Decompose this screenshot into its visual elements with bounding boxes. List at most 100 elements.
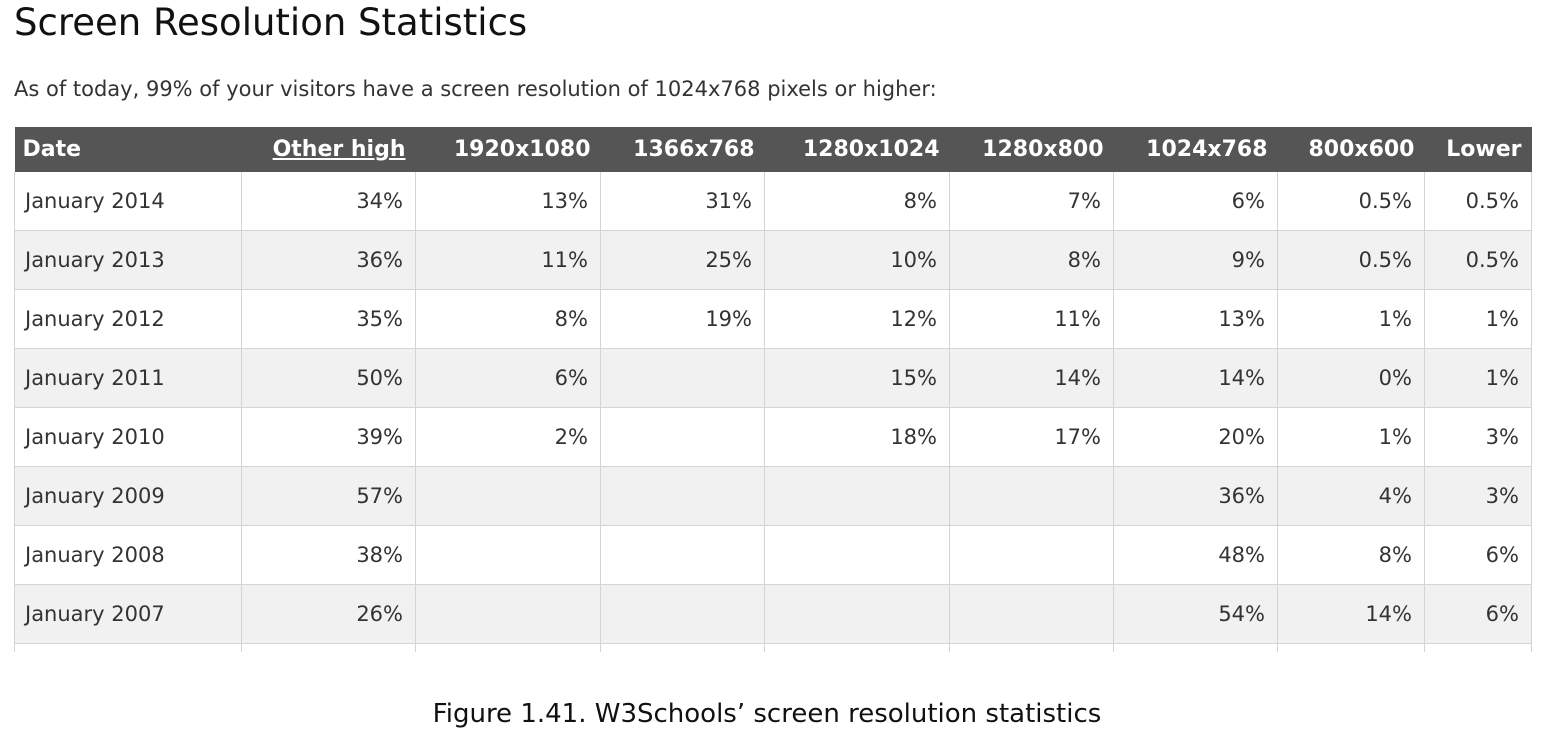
table-cell-value: 19% — [600, 289, 765, 349]
table-cell-value — [949, 584, 1114, 644]
table-cell-date: January 2014 — [14, 172, 242, 231]
header-date: Date — [14, 127, 242, 172]
table-cell-value: 39% — [241, 407, 416, 467]
table-cell-value: 35% — [241, 289, 416, 349]
table-cell-value — [415, 584, 601, 644]
table-row: January 2013 36% 11% 25% 10% 8% 9% 0.5% 0.5% — [14, 230, 1532, 290]
table-cell-date: January 2010 — [14, 407, 242, 467]
table-cell-value: 12% — [764, 289, 950, 349]
header-800x600: 800x600 — [1277, 127, 1425, 172]
table-cell-value: 1% — [1424, 348, 1532, 408]
table-cell-value: 4% — [1277, 466, 1425, 526]
table-cell-value — [600, 584, 765, 644]
table-cell — [949, 643, 1114, 652]
table-cell-value: 14% — [1113, 348, 1278, 408]
table-cell-value: 1% — [1424, 289, 1532, 349]
table-cell-value: 36% — [241, 230, 416, 290]
table-cell — [241, 643, 416, 652]
table-row: January 2012 35% 8% 19% 12% 11% 13% 1% 1% — [14, 289, 1532, 349]
table-cell-value: 2% — [415, 407, 601, 467]
header-other-high: Other high — [241, 127, 416, 172]
page-title: Screen Resolution Statistics — [14, 1, 528, 44]
other-high-link[interactable]: Other high — [272, 137, 406, 162]
table-row-cutoff — [14, 643, 1532, 652]
header-1920x1080: 1920x1080 — [415, 127, 601, 172]
table-cell-value: 54% — [1113, 584, 1278, 644]
table-cell — [415, 643, 601, 652]
table-cell — [14, 643, 242, 652]
table-cell-value: 9% — [1113, 230, 1278, 290]
table-cell-value: 48% — [1113, 525, 1278, 585]
table-cell-value: 17% — [949, 407, 1114, 467]
table-row: January 2010 39% 2% 18% 17% 20% 1% 3% — [14, 407, 1532, 467]
table-cell-value: 10% — [764, 230, 950, 290]
table-cell-value: 26% — [241, 584, 416, 644]
header-1280x800: 1280x800 — [949, 127, 1114, 172]
table-cell-value: 6% — [415, 348, 601, 408]
table-cell-value: 8% — [764, 172, 950, 231]
header-lower: Lower — [1424, 127, 1532, 172]
figure-caption: Figure 1.41. W3Schools’ screen resolutio… — [432, 699, 1102, 729]
table-cell-value: 38% — [241, 525, 416, 585]
table-cell-value: 8% — [949, 230, 1114, 290]
table-row: January 2011 50% 6% 15% 14% 14% 0% 1% — [14, 348, 1532, 408]
table-cell-value: 15% — [764, 348, 950, 408]
table-cell-value: 11% — [415, 230, 601, 290]
table-cell-value: 3% — [1424, 407, 1532, 467]
table-cell-value: 0.5% — [1277, 230, 1425, 290]
table-cell-value — [949, 466, 1114, 526]
table-cell-value — [764, 525, 950, 585]
table-cell-value: 0% — [1277, 348, 1425, 408]
table-cell — [764, 643, 950, 652]
table-row: January 2009 57% 36% 4% 3% — [14, 466, 1532, 526]
table-cell-value: 8% — [415, 289, 601, 349]
table-cell-value: 57% — [241, 466, 416, 526]
header-1366x768: 1366x768 — [600, 127, 765, 172]
table-cell-value — [949, 525, 1114, 585]
table-cell-value: 31% — [600, 172, 765, 231]
table-cell-value: 11% — [949, 289, 1114, 349]
table-cell — [600, 643, 765, 652]
table-cell-value — [600, 348, 765, 408]
table-cell-value: 13% — [1113, 289, 1278, 349]
table-cell-value: 8% — [1277, 525, 1425, 585]
table-cell-value: 14% — [949, 348, 1114, 408]
table-row: January 2008 38% 48% 8% 6% — [14, 525, 1532, 585]
table-body: January 2014 34% 13% 31% 8% 7% 6% 0.5% 0.5% Janua… — [14, 172, 1532, 652]
table-cell-value: 3% — [1424, 466, 1532, 526]
table-cell-date: January 2009 — [14, 466, 242, 526]
table-cell-value — [600, 407, 765, 467]
table-cell-value: 36% — [1113, 466, 1278, 526]
table-cell-value: 0.5% — [1424, 172, 1532, 231]
table-cell — [1277, 643, 1425, 652]
table-cell-value — [600, 525, 765, 585]
table-cell — [1424, 643, 1532, 652]
table-cell-date: January 2012 — [14, 289, 242, 349]
table-cell-date: January 2013 — [14, 230, 242, 290]
header-1024x768: 1024x768 — [1113, 127, 1278, 172]
table-cell-value: 6% — [1424, 525, 1532, 585]
table-cell-value: 14% — [1277, 584, 1425, 644]
resolution-stats-table: Date Other high 1920x1080 1366x768 1280x… — [14, 127, 1532, 652]
table-cell-value: 34% — [241, 172, 416, 231]
table-cell-value — [600, 466, 765, 526]
table-header-row: Date Other high 1920x1080 1366x768 1280x… — [14, 127, 1532, 172]
table-cell — [1113, 643, 1278, 652]
table-cell-date: January 2008 — [14, 525, 242, 585]
table-cell-value — [415, 466, 601, 526]
table-cell-value — [764, 466, 950, 526]
table-cell-value: 20% — [1113, 407, 1278, 467]
table-cell-value: 13% — [415, 172, 601, 231]
table-cell-value: 7% — [949, 172, 1114, 231]
table-cell-date: January 2007 — [14, 584, 242, 644]
intro-text: As of today, 99% of your visitors have a… — [14, 77, 937, 101]
table-cell-value: 6% — [1113, 172, 1278, 231]
table-cell-value — [764, 584, 950, 644]
header-1280x1024: 1280x1024 — [764, 127, 950, 172]
table-cell-value: 1% — [1277, 289, 1425, 349]
table-row: January 2007 26% 54% 14% 6% — [14, 584, 1532, 644]
table-cell-value: 0.5% — [1424, 230, 1532, 290]
table-cell-value: 25% — [600, 230, 765, 290]
table-cell-value: 1% — [1277, 407, 1425, 467]
table-cell-value: 0.5% — [1277, 172, 1425, 231]
